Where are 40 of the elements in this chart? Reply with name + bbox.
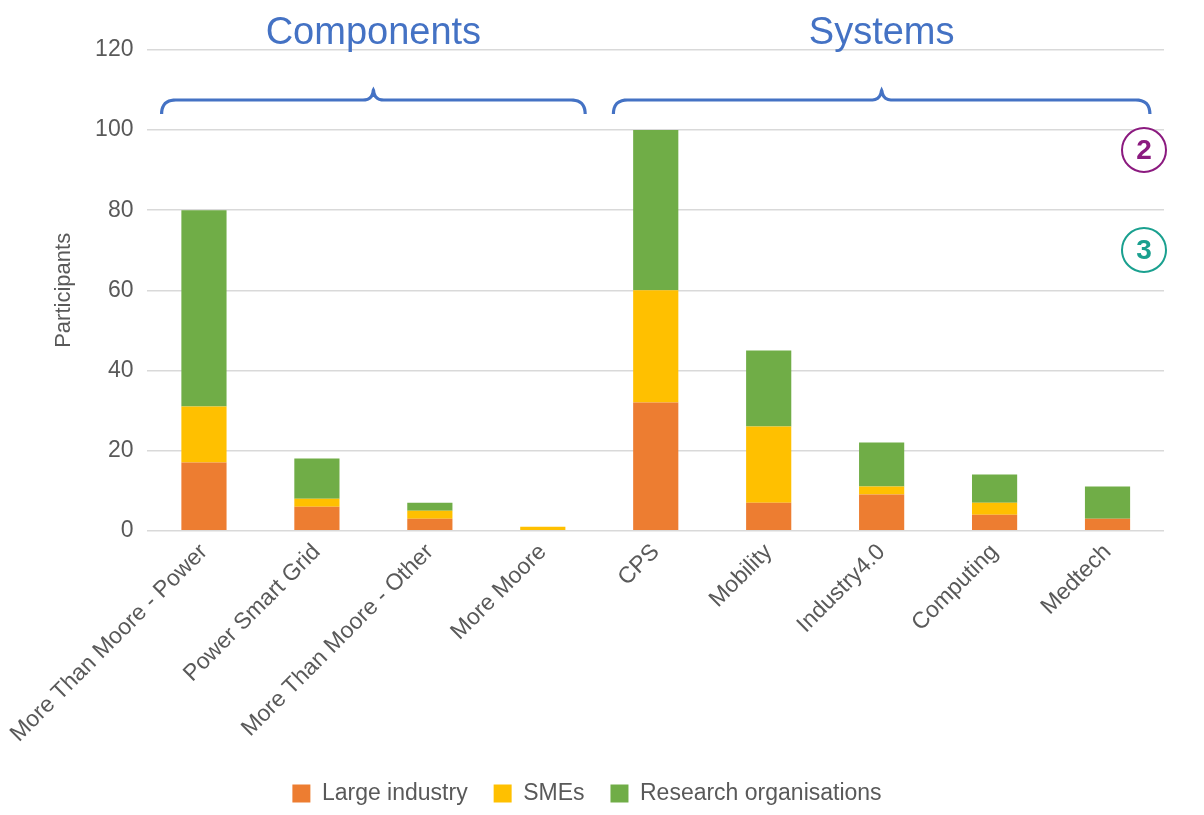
bar <box>859 486 905 495</box>
bar <box>971 502 1018 515</box>
annotation: 3 <box>1136 233 1152 265</box>
bar <box>971 474 1018 503</box>
y-axis-title: Participants <box>49 232 75 348</box>
bar <box>633 402 679 530</box>
bar <box>520 526 566 530</box>
bar <box>971 514 1018 530</box>
bar <box>407 510 453 519</box>
y-tick-label: 120 <box>95 35 134 62</box>
bar <box>746 350 792 427</box>
x-tick-label: CPS <box>611 538 664 590</box>
legend-label: Large industry <box>321 778 469 805</box>
bar <box>294 458 340 499</box>
bar <box>294 498 340 507</box>
bar <box>294 506 340 530</box>
y-tick-label: 40 <box>107 355 134 382</box>
y-tick-label: 80 <box>107 195 134 222</box>
bar <box>1084 518 1131 530</box>
y-tick-label: 20 <box>107 435 134 462</box>
bar <box>1084 486 1131 519</box>
bar <box>181 210 227 407</box>
annotation: Components <box>265 10 482 53</box>
bar <box>633 290 679 403</box>
bar <box>746 426 792 503</box>
bar <box>181 462 227 530</box>
bar <box>859 494 905 530</box>
bar <box>633 130 679 291</box>
legend-label: SMEs <box>523 778 585 805</box>
y-tick-label: 60 <box>107 275 134 302</box>
bar <box>407 518 453 530</box>
y-tick-label: 0 <box>120 516 134 543</box>
bar <box>859 442 905 487</box>
bar <box>181 406 227 463</box>
bar <box>746 502 792 530</box>
annotation: 2 <box>1136 133 1152 165</box>
legend-label: Research organisations <box>639 778 882 805</box>
y-tick-label: 100 <box>95 115 134 142</box>
bar <box>407 502 453 511</box>
annotation: Systems <box>808 10 955 53</box>
